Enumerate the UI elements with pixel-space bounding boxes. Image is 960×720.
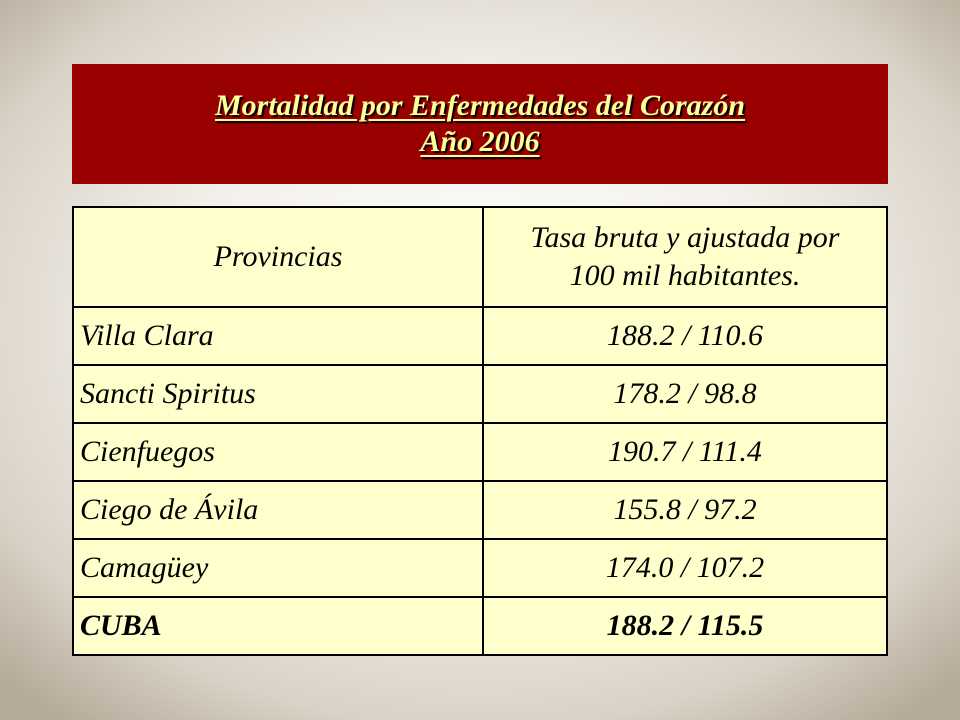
table-row: Camagüey 174.0 / 107.2 — [72, 538, 888, 598]
rate-cell: 188.2 / 110.6 — [482, 306, 888, 366]
table-row-total: CUBA 188.2 / 115.5 — [72, 596, 888, 656]
slide-title: Mortalidad por Enfermedades del Corazón — [214, 89, 746, 122]
title-banner: Mortalidad por Enfermedades del Corazón … — [72, 64, 888, 184]
rate-cell: 155.8 / 97.2 — [482, 480, 888, 540]
province-cell: Villa Clara — [72, 306, 484, 366]
province-cell: Cienfuegos — [72, 422, 484, 482]
rate-cell: 174.0 / 107.2 — [482, 538, 888, 598]
rate-cell: 190.7 / 111.4 — [482, 422, 888, 482]
header-rate-line2: 100 mil habitantes. — [569, 259, 801, 292]
rate-cell: 178.2 / 98.8 — [482, 364, 888, 424]
table-row: Cienfuegos 190.7 / 111.4 — [72, 422, 888, 482]
table-row: Sancti Spiritus 178.2 / 98.8 — [72, 364, 888, 424]
header-provinces: Provincias — [72, 206, 484, 308]
slide-subtitle-year: Año 2006 — [420, 125, 540, 158]
table-row: Ciego de Ávila 155.8 / 97.2 — [72, 480, 888, 540]
mortality-table: Provincias Tasa bruta y ajustada por 100… — [72, 206, 888, 656]
table-header-row: Provincias Tasa bruta y ajustada por 100… — [72, 206, 888, 308]
table-row: Villa Clara 188.2 / 110.6 — [72, 306, 888, 366]
header-rate: Tasa bruta y ajustada por 100 mil habita… — [482, 206, 888, 308]
province-cell: Ciego de Ávila — [72, 480, 484, 540]
province-cell: Sancti Spiritus — [72, 364, 484, 424]
header-rate-line1: Tasa bruta y ajustada por — [530, 221, 840, 254]
rate-cell-total: 188.2 / 115.5 — [482, 596, 888, 656]
province-cell-total: CUBA — [72, 596, 484, 656]
province-cell: Camagüey — [72, 538, 484, 598]
